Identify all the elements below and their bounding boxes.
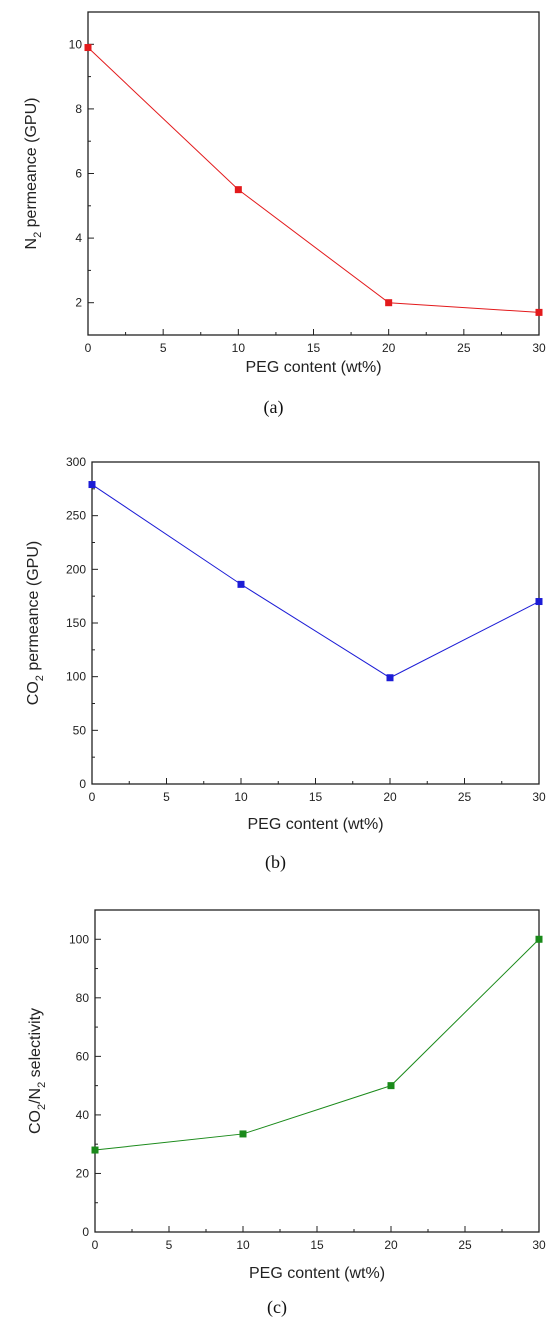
label-text: CO (27, 1110, 44, 1134)
label-text: permeance (GPU) (25, 541, 42, 675)
x-tick-label: 15 (310, 1238, 324, 1252)
x-tick-label: 20 (382, 341, 396, 355)
x-tick-label: 5 (160, 341, 167, 355)
data-point (237, 580, 245, 588)
label-text: selectivity (27, 1008, 44, 1082)
x-tick-label: 0 (89, 790, 96, 804)
x-tick-label: 0 (92, 1238, 99, 1252)
y-tick-label: 100 (69, 932, 89, 946)
y-tick-label: 60 (76, 1049, 90, 1063)
series-line (87, 47, 540, 313)
series-line (94, 938, 540, 1151)
label-text: /N (27, 1088, 44, 1104)
x-axis-label: PEG content (wt%) (245, 359, 381, 376)
data-point (88, 481, 96, 489)
y-tick-label: 0 (79, 777, 86, 791)
y-axis-label: CO2/N2 selectivity (27, 1008, 48, 1134)
subscript: 2 (32, 232, 44, 238)
plot-frame (87, 11, 540, 336)
data-point (535, 598, 543, 606)
panel-label: (b) (265, 852, 286, 873)
x-tick-label: 10 (234, 790, 248, 804)
data-point (234, 186, 242, 194)
x-tick-label: 15 (307, 341, 321, 355)
data-point (386, 674, 394, 682)
panel-label: (a) (264, 397, 284, 418)
x-tick-label: 20 (383, 790, 397, 804)
x-tick-label: 30 (532, 341, 546, 355)
x-tick-label: 30 (532, 790, 546, 804)
data-point (239, 1130, 247, 1138)
subscript: 2 (34, 675, 46, 681)
y-tick-label: 2 (75, 296, 82, 310)
y-tick-label: 4 (75, 231, 82, 245)
y-axis-label: CO2 permeance (GPU) (25, 541, 46, 705)
x-tick-label: 15 (309, 790, 323, 804)
data-point (535, 935, 543, 943)
y-axis-label: N2 permeance (GPU) (23, 98, 44, 250)
y-tick-label: 50 (73, 723, 87, 737)
label-text: N (23, 238, 40, 250)
y-tick-label: 6 (75, 167, 82, 181)
data-point (91, 1146, 99, 1154)
data-point (387, 1082, 395, 1090)
x-tick-label: 20 (384, 1238, 398, 1252)
label-text: CO (25, 681, 42, 705)
x-tick-label: 5 (166, 1238, 173, 1252)
chart-panel-3: 0 5 10 15 20 25 30 0 20 40 60 80 100 PEG content (wt%… (27, 909, 546, 1318)
label-text: permeance (GPU) (23, 98, 40, 232)
y-tick-label: 10 (69, 37, 83, 51)
subscript: 2 (36, 1082, 48, 1088)
y-tick-label: 150 (66, 616, 86, 630)
x-tick-label: 30 (532, 1238, 546, 1252)
x-axis-label: PEG content (wt%) (249, 1265, 385, 1282)
x-tick-label: 10 (236, 1238, 250, 1252)
y-tick-label: 8 (75, 102, 82, 116)
data-point (385, 299, 393, 307)
x-tick-label: 25 (457, 341, 471, 355)
y-tick-label: 80 (76, 991, 90, 1005)
x-tick-label: 25 (458, 790, 472, 804)
y-tick-label: 20 (76, 1166, 90, 1180)
y-tick-label: 100 (66, 670, 86, 684)
panel-label: (c) (267, 1297, 287, 1318)
plot-frame (94, 909, 540, 1233)
x-tick-label: 10 (232, 341, 246, 355)
y-tick-label: 0 (82, 1225, 89, 1239)
x-tick-label: 0 (85, 341, 92, 355)
plot-frame (91, 461, 540, 785)
x-tick-label: 25 (458, 1238, 472, 1252)
x-axis-label: PEG content (wt%) (247, 816, 383, 833)
y-tick-label: 40 (76, 1108, 90, 1122)
series-line (91, 484, 540, 679)
y-tick-label: 200 (66, 562, 86, 576)
x-tick-label: 5 (163, 790, 170, 804)
data-point (84, 44, 92, 52)
subscript: 2 (36, 1104, 48, 1110)
y-tick-label: 250 (66, 509, 86, 523)
data-point (535, 308, 543, 316)
y-tick-label: 300 (66, 455, 86, 469)
